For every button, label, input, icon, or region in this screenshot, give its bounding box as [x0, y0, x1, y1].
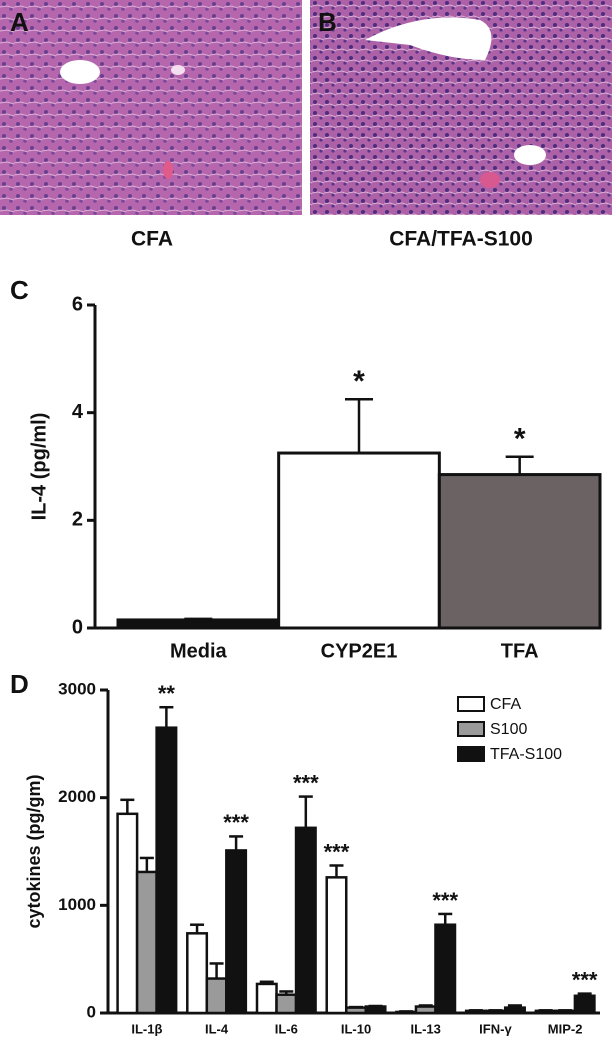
- legend-label: CFA: [490, 696, 521, 713]
- bar: [116, 618, 281, 630]
- legend-swatch: [457, 746, 485, 762]
- legend-swatch: [457, 696, 485, 712]
- bar: [294, 826, 317, 1015]
- bar: [255, 982, 278, 1015]
- y-tick-label: 2: [72, 509, 83, 531]
- bar: [344, 1006, 368, 1015]
- y-tick-label: 6: [72, 293, 83, 315]
- significance-mark: ***: [572, 967, 598, 992]
- significance-mark: *: [514, 423, 526, 456]
- legend-label: S100: [490, 721, 527, 738]
- y-tick-label: 2000: [58, 787, 96, 806]
- significance-mark: **: [158, 681, 176, 706]
- bar: [414, 1005, 437, 1015]
- panel-label: B: [318, 7, 337, 37]
- significance-mark: ***: [223, 810, 249, 835]
- y-tick-label: 0: [72, 616, 83, 638]
- panel-label: A: [10, 7, 29, 37]
- x-tick-label: MIP-2: [548, 1021, 583, 1036]
- y-tick-label: 0: [87, 1002, 96, 1021]
- y-axis-label: IL-4 (pg/ml): [28, 413, 50, 521]
- y-tick-label: 1000: [58, 895, 96, 914]
- y-tick-label: 4: [72, 401, 84, 423]
- x-tick-label: Media: [170, 640, 228, 662]
- bar: [434, 923, 457, 1015]
- legend-label: TFA-S100: [490, 746, 562, 763]
- x-tick-label: IL-10: [341, 1021, 371, 1036]
- panel-label: D: [10, 669, 29, 699]
- bar: [277, 451, 441, 630]
- bar: [135, 870, 158, 1015]
- bar: [275, 993, 298, 1015]
- histology-a: [0, 0, 302, 215]
- x-tick-label: IL-4: [205, 1021, 229, 1036]
- bar: [205, 977, 228, 1015]
- significance-mark: ***: [324, 839, 350, 864]
- significance-mark: *: [353, 365, 365, 398]
- x-tick-label: CYP2E1: [321, 640, 398, 662]
- bar: [573, 994, 596, 1015]
- histology-b: [310, 0, 612, 215]
- bar: [225, 849, 248, 1015]
- bar: [325, 876, 348, 1015]
- x-tick-label: TFA: [501, 640, 539, 662]
- bar: [186, 932, 209, 1015]
- bar: [503, 1006, 526, 1015]
- x-tick-label: IL-6: [275, 1021, 298, 1036]
- x-tick-label: IL-13: [411, 1021, 441, 1036]
- bar: [155, 726, 178, 1015]
- x-tick-label: IL-1β: [131, 1021, 162, 1036]
- y-axis-label: cytokines (pg/gm): [24, 774, 44, 928]
- significance-mark: ***: [432, 888, 458, 913]
- image-caption: CFA: [131, 228, 173, 251]
- y-tick-label: 3000: [58, 679, 96, 698]
- bar: [116, 812, 139, 1015]
- image-caption: CFA/TFA-S100: [389, 228, 533, 251]
- legend-swatch: [457, 721, 485, 737]
- x-tick-label: IFN-γ: [479, 1021, 512, 1036]
- bar: [364, 1005, 387, 1015]
- bar: [437, 473, 602, 630]
- significance-mark: ***: [293, 770, 319, 795]
- panel-label: C: [10, 275, 29, 305]
